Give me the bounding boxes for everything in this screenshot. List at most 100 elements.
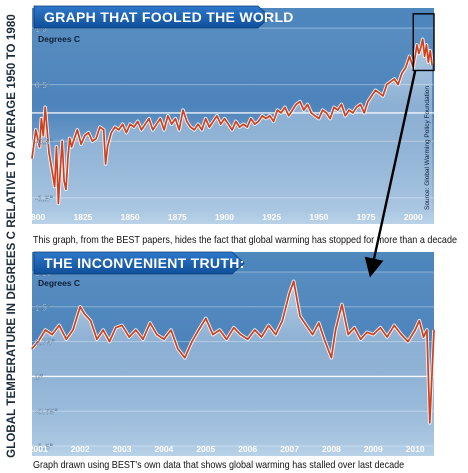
bottom-data-point [121, 324, 123, 326]
bottom-x-tick-label: 2001 [29, 444, 48, 454]
top-data-point [276, 109, 278, 111]
top-data-point [57, 202, 60, 205]
bottom-data-point [108, 341, 111, 343]
top-data-point [197, 123, 199, 125]
bottom-data-point [293, 280, 295, 282]
top-data-point [235, 120, 237, 122]
bottom-data-point [83, 313, 85, 315]
bottom-data-point [335, 329, 337, 331]
bottom-title-banner [33, 251, 245, 275]
top-data-point [363, 112, 365, 114]
top-data-point [67, 157, 69, 159]
top-data-point [174, 118, 176, 120]
top-unit-label: Degrees C [38, 34, 80, 44]
bottom-x-tick-label: 2002 [71, 444, 90, 454]
top-data-point [424, 55, 426, 57]
top-data-point [105, 163, 107, 165]
bottom-chart: 2.25°1.5°0.75°0°-0.75°-1.5°Degrees C2001… [29, 251, 436, 456]
top-data-point [371, 95, 373, 97]
top-data-point [140, 129, 143, 131]
bottom-x-tick-label: 2007 [280, 444, 299, 454]
top-chart-title: GRAPH THAT FOOLED THE WORLD [44, 9, 294, 25]
bottom-data-point [312, 334, 314, 336]
bottom-data-point [142, 338, 144, 340]
bottom-x-tick-label: 2005 [196, 444, 215, 454]
bottom-data-point [102, 329, 104, 331]
bottom-data-point [65, 338, 67, 340]
top-x-tick-label: 2000 [404, 212, 423, 222]
top-data-point [106, 146, 109, 148]
top-data-point [367, 101, 369, 103]
bottom-data-point [372, 334, 374, 336]
top-series-area [32, 39, 433, 212]
top-chart: 1.5° 0.5° -0.5° -1.5° Degrees C 1800 1825 1850 1… [26, 5, 434, 224]
bottom-data-point [239, 334, 242, 336]
top-data-point [239, 126, 241, 128]
bottom-data-point [288, 292, 291, 294]
top-data-point [295, 103, 297, 105]
top-data-point [250, 118, 252, 120]
top-data-point [103, 129, 105, 131]
top-data-point [231, 129, 233, 131]
top-data-point [193, 129, 195, 131]
bottom-series-area [32, 281, 434, 446]
bottom-series-line [31, 280, 435, 424]
bottom-data-point [135, 329, 137, 331]
top-data-point [284, 106, 286, 108]
top-chart-caption: This graph, from the BEST papers, hides … [33, 234, 457, 246]
top-data-point [280, 112, 282, 114]
top-data-point [46, 129, 48, 131]
top-data-point [212, 120, 214, 122]
top-data-point [257, 120, 260, 122]
bottom-data-point [115, 327, 117, 329]
bottom-data-point [275, 334, 277, 336]
top-series-line [31, 38, 433, 205]
bottom-data-point [281, 320, 283, 322]
top-data-point [303, 109, 305, 111]
top-data-point [322, 109, 324, 111]
bottom-data-point [170, 329, 172, 331]
top-x-tick-label: 1800 [26, 212, 45, 222]
top-data-point [80, 143, 82, 145]
top-data-point [40, 118, 43, 120]
top-data-point [325, 112, 327, 114]
top-data-point [91, 140, 93, 142]
top-data-point [129, 123, 131, 125]
top-data-point [182, 109, 184, 111]
top-data-point [118, 129, 120, 131]
bottom-x-tick-label: 2003 [113, 444, 132, 454]
bottom-x-tick-label: 2006 [238, 444, 257, 454]
top-data-point [318, 118, 320, 120]
bottom-data-point [414, 329, 416, 331]
top-data-point [110, 132, 112, 134]
top-data-point [382, 95, 384, 97]
top-data-point [227, 123, 229, 125]
bottom-x-tick-label: 2009 [364, 444, 383, 454]
bottom-data-point [254, 329, 256, 331]
top-data-point [65, 188, 67, 190]
bottom-data-point [268, 324, 270, 326]
bottom-y-tick-label: 1.5° [35, 302, 50, 312]
bottom-data-point [37, 341, 39, 343]
bottom-data-point [205, 317, 207, 319]
top-data-point [76, 129, 78, 131]
top-data-point [386, 84, 388, 86]
top-data-point [425, 44, 428, 46]
top-data-point [340, 103, 343, 105]
bottom-data-point [226, 338, 228, 340]
top-data-point [42, 135, 44, 137]
top-data-point [167, 115, 169, 117]
top-data-point [95, 137, 97, 139]
top-title-banner [33, 5, 271, 29]
bottom-data-point [191, 341, 193, 343]
top-data-point [246, 126, 248, 128]
top-data-point [405, 67, 407, 69]
bottom-y-tick-label: 0° [35, 372, 43, 382]
bottom-data-point [407, 341, 409, 343]
top-data-point [352, 112, 354, 114]
top-x-tick-label: 1825 [73, 212, 92, 222]
top-data-point [306, 103, 309, 105]
bottom-data-point [212, 334, 214, 336]
top-data-point [137, 120, 139, 122]
top-data-point [310, 112, 312, 114]
